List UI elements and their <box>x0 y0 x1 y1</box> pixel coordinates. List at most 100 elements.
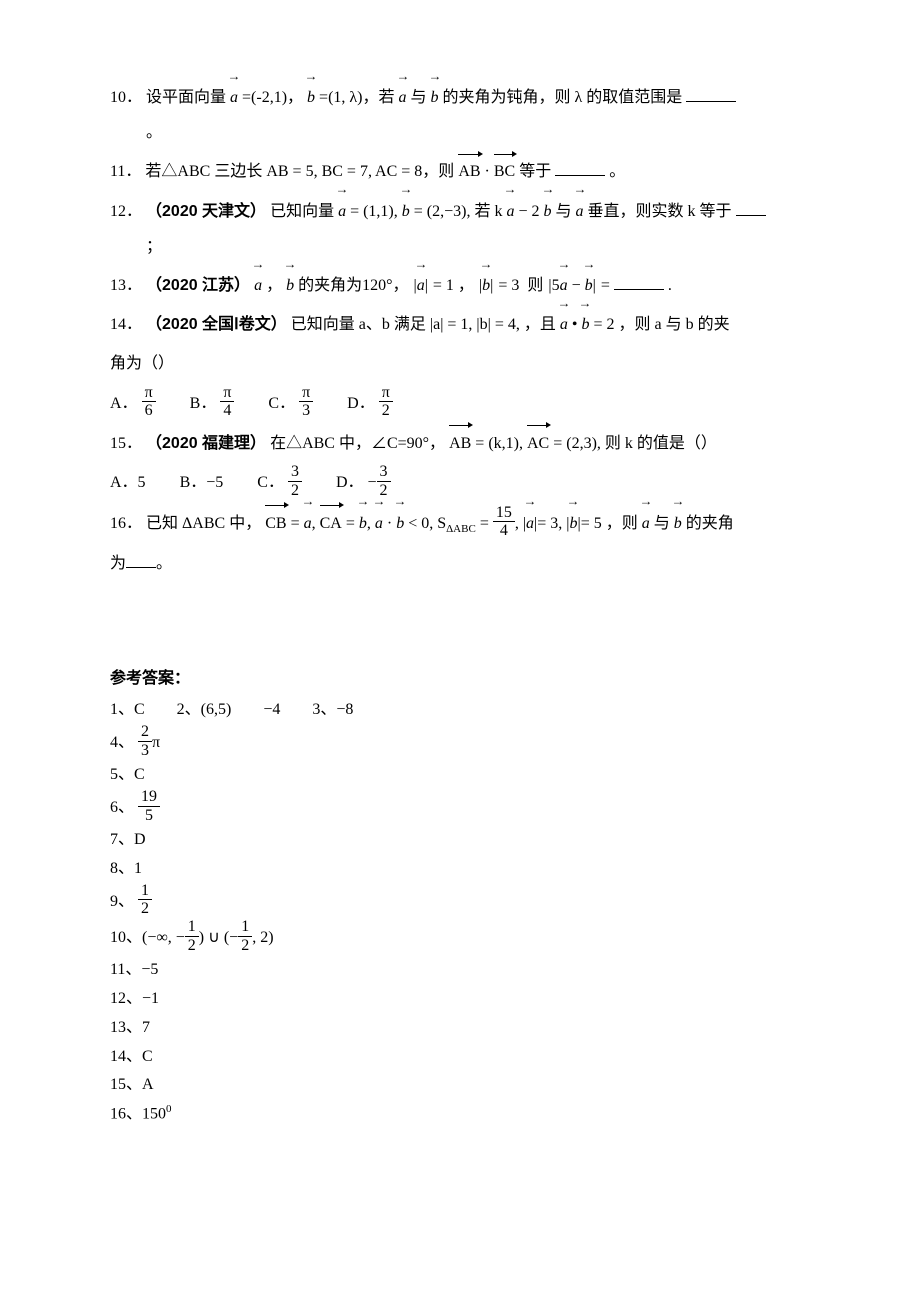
ans-16: 16、1500 <box>110 1100 820 1129</box>
option-B: B．−5 <box>180 465 224 500</box>
q14-line2: 角为（） <box>110 346 820 381</box>
ans-11: 11、−5 <box>110 956 820 985</box>
t: ，则 <box>606 515 638 532</box>
option-A: A．5 <box>110 465 146 500</box>
vector-b2: b <box>431 80 439 115</box>
q10-num: 10． <box>110 89 142 106</box>
ans-8: 8、1 <box>110 855 820 884</box>
vector-AB: AB <box>449 426 471 461</box>
q10-t2: 与 <box>411 89 427 106</box>
frac-15-4: 154 <box>493 504 515 540</box>
q11-num: 11． <box>110 163 141 180</box>
q15-src: （2020 福建理） <box>146 435 266 452</box>
vector-a: a <box>560 307 568 342</box>
q10-t3: 的夹角为钝角，则 λ 的取值范围是 <box>443 89 683 106</box>
t: 的夹角 <box>686 515 734 532</box>
ans-14: 14、C <box>110 1043 820 1072</box>
q10-eq1: =(-2,1)， <box>242 89 303 106</box>
ans-7: 7、D <box>110 826 820 855</box>
vector-a2: a <box>375 506 383 541</box>
t: |= 3, | <box>534 515 569 532</box>
page: 10． 设平面向量 a =(-2,1)， b =(1, λ)，若 a 与 b 的… <box>0 0 920 1189</box>
c: , <box>312 515 316 532</box>
q11-tail: 。 <box>609 163 625 180</box>
option-B: B． π4 <box>190 386 235 422</box>
ans-6: 6、 195 <box>110 790 820 826</box>
q15-eq1: = (k,1), <box>475 435 523 452</box>
q14-options: A． π6 B． π4 C． π3 D． π2 <box>110 386 820 422</box>
vector-a3: a <box>576 194 584 229</box>
vector-a: a <box>254 268 262 303</box>
q14-num: 14． <box>110 316 142 333</box>
vector-b: b <box>402 194 410 229</box>
ans-13: 13、7 <box>110 1014 820 1043</box>
q12-t1: 已知向量 <box>270 203 334 220</box>
option-D: D． π2 <box>347 386 393 422</box>
t: 。 <box>156 555 172 572</box>
t: |= 5 <box>577 515 601 532</box>
vector-CA: CA <box>320 506 342 541</box>
eq: = <box>480 515 489 532</box>
ans-9: 9、 12 <box>110 884 820 920</box>
blank <box>126 551 156 568</box>
eq: = <box>346 515 355 532</box>
q12-num: 12． <box>110 203 142 220</box>
vector-a3: a <box>526 506 534 541</box>
q16-num: 16． <box>110 515 142 532</box>
expr-abs: |5a − b| <box>547 277 596 294</box>
question-12: 12． （2020 天津文） 已知向量 a = (1,1), b = (2,−3… <box>110 194 820 264</box>
vector-b: b <box>359 506 367 541</box>
vector-b2: b <box>396 506 404 541</box>
dot: · <box>485 163 490 180</box>
q13-absa: = 1 <box>433 277 454 294</box>
q14-t1: 已知向量 a、b 满足 <box>291 316 426 333</box>
ans-5: 5、C <box>110 761 820 790</box>
q13-t1: 的夹角为120°， <box>298 277 408 294</box>
blank <box>555 159 605 176</box>
q11-t1: 若△ABC 三边长 AB = 5, BC = 7, AC = 8，则 <box>145 163 454 180</box>
q13-tail: . <box>668 277 672 294</box>
q13-comma: ， <box>266 277 282 294</box>
eq: = <box>291 515 300 532</box>
q14-abs: |a| = 1, |b| = 4, <box>430 316 520 333</box>
q13-absb: = 3 <box>498 277 519 294</box>
q12-eq1: = (1,1), <box>350 203 398 220</box>
q15-num: 15． <box>110 435 142 452</box>
vector-b: b <box>307 80 315 115</box>
question-14: 14． （2020 全国Ⅰ卷文） 已知向量 a、b 满足 |a| = 1, |b… <box>110 307 820 342</box>
c: , <box>367 515 371 532</box>
ans-15: 15、A <box>110 1071 820 1100</box>
blank <box>736 199 766 216</box>
q13-sep: ， <box>458 277 474 294</box>
q10-eq2: =(1, λ)，若 <box>319 89 394 106</box>
vector-a: a <box>304 506 312 541</box>
t: 与 <box>654 515 670 532</box>
blank <box>614 273 664 290</box>
abs-a: |a| <box>412 277 428 294</box>
blank <box>686 85 736 102</box>
vector-CB: CB <box>265 506 286 541</box>
answers-title: 参考答案： <box>110 661 820 696</box>
vector-a: a <box>230 80 238 115</box>
q13-num: 13． <box>110 277 142 294</box>
q12-t2: − 2 <box>518 203 539 220</box>
c: , | <box>515 515 526 532</box>
question-15: 15． （2020 福建理） 在△ABC 中，∠C=90°， AB = (k,1… <box>110 426 820 461</box>
q14-src: （2020 全国Ⅰ卷文） <box>146 316 287 333</box>
q15-options: A．5 B．−5 C． 32 D． −32 <box>110 465 820 501</box>
q13-then: 则 <box>527 277 543 294</box>
q12-eq2: = (2,−3), 若 k <box>414 203 503 220</box>
vector-b: b <box>286 268 294 303</box>
vector-a2: a <box>399 80 407 115</box>
q16-line2: 为。 <box>110 546 820 581</box>
q13-src: （2020 江苏） <box>146 277 250 294</box>
option-C: C． π3 <box>268 386 313 422</box>
question-10: 10． 设平面向量 a =(-2,1)， b =(1, λ)，若 a 与 b 的… <box>110 80 820 150</box>
ans-1: 1、C 2、(6,5) −4 3、−8 <box>110 696 820 725</box>
lt: < 0, S <box>408 515 446 532</box>
vector-b2: b <box>544 194 552 229</box>
question-13: 13． （2020 江苏） a ， b 的夹角为120°， |a| = 1 ， … <box>110 268 820 303</box>
t: 为 <box>110 555 126 572</box>
q16-t1: 已知 ΔABC 中， <box>146 515 261 532</box>
q10-tail: 。 <box>110 115 820 150</box>
